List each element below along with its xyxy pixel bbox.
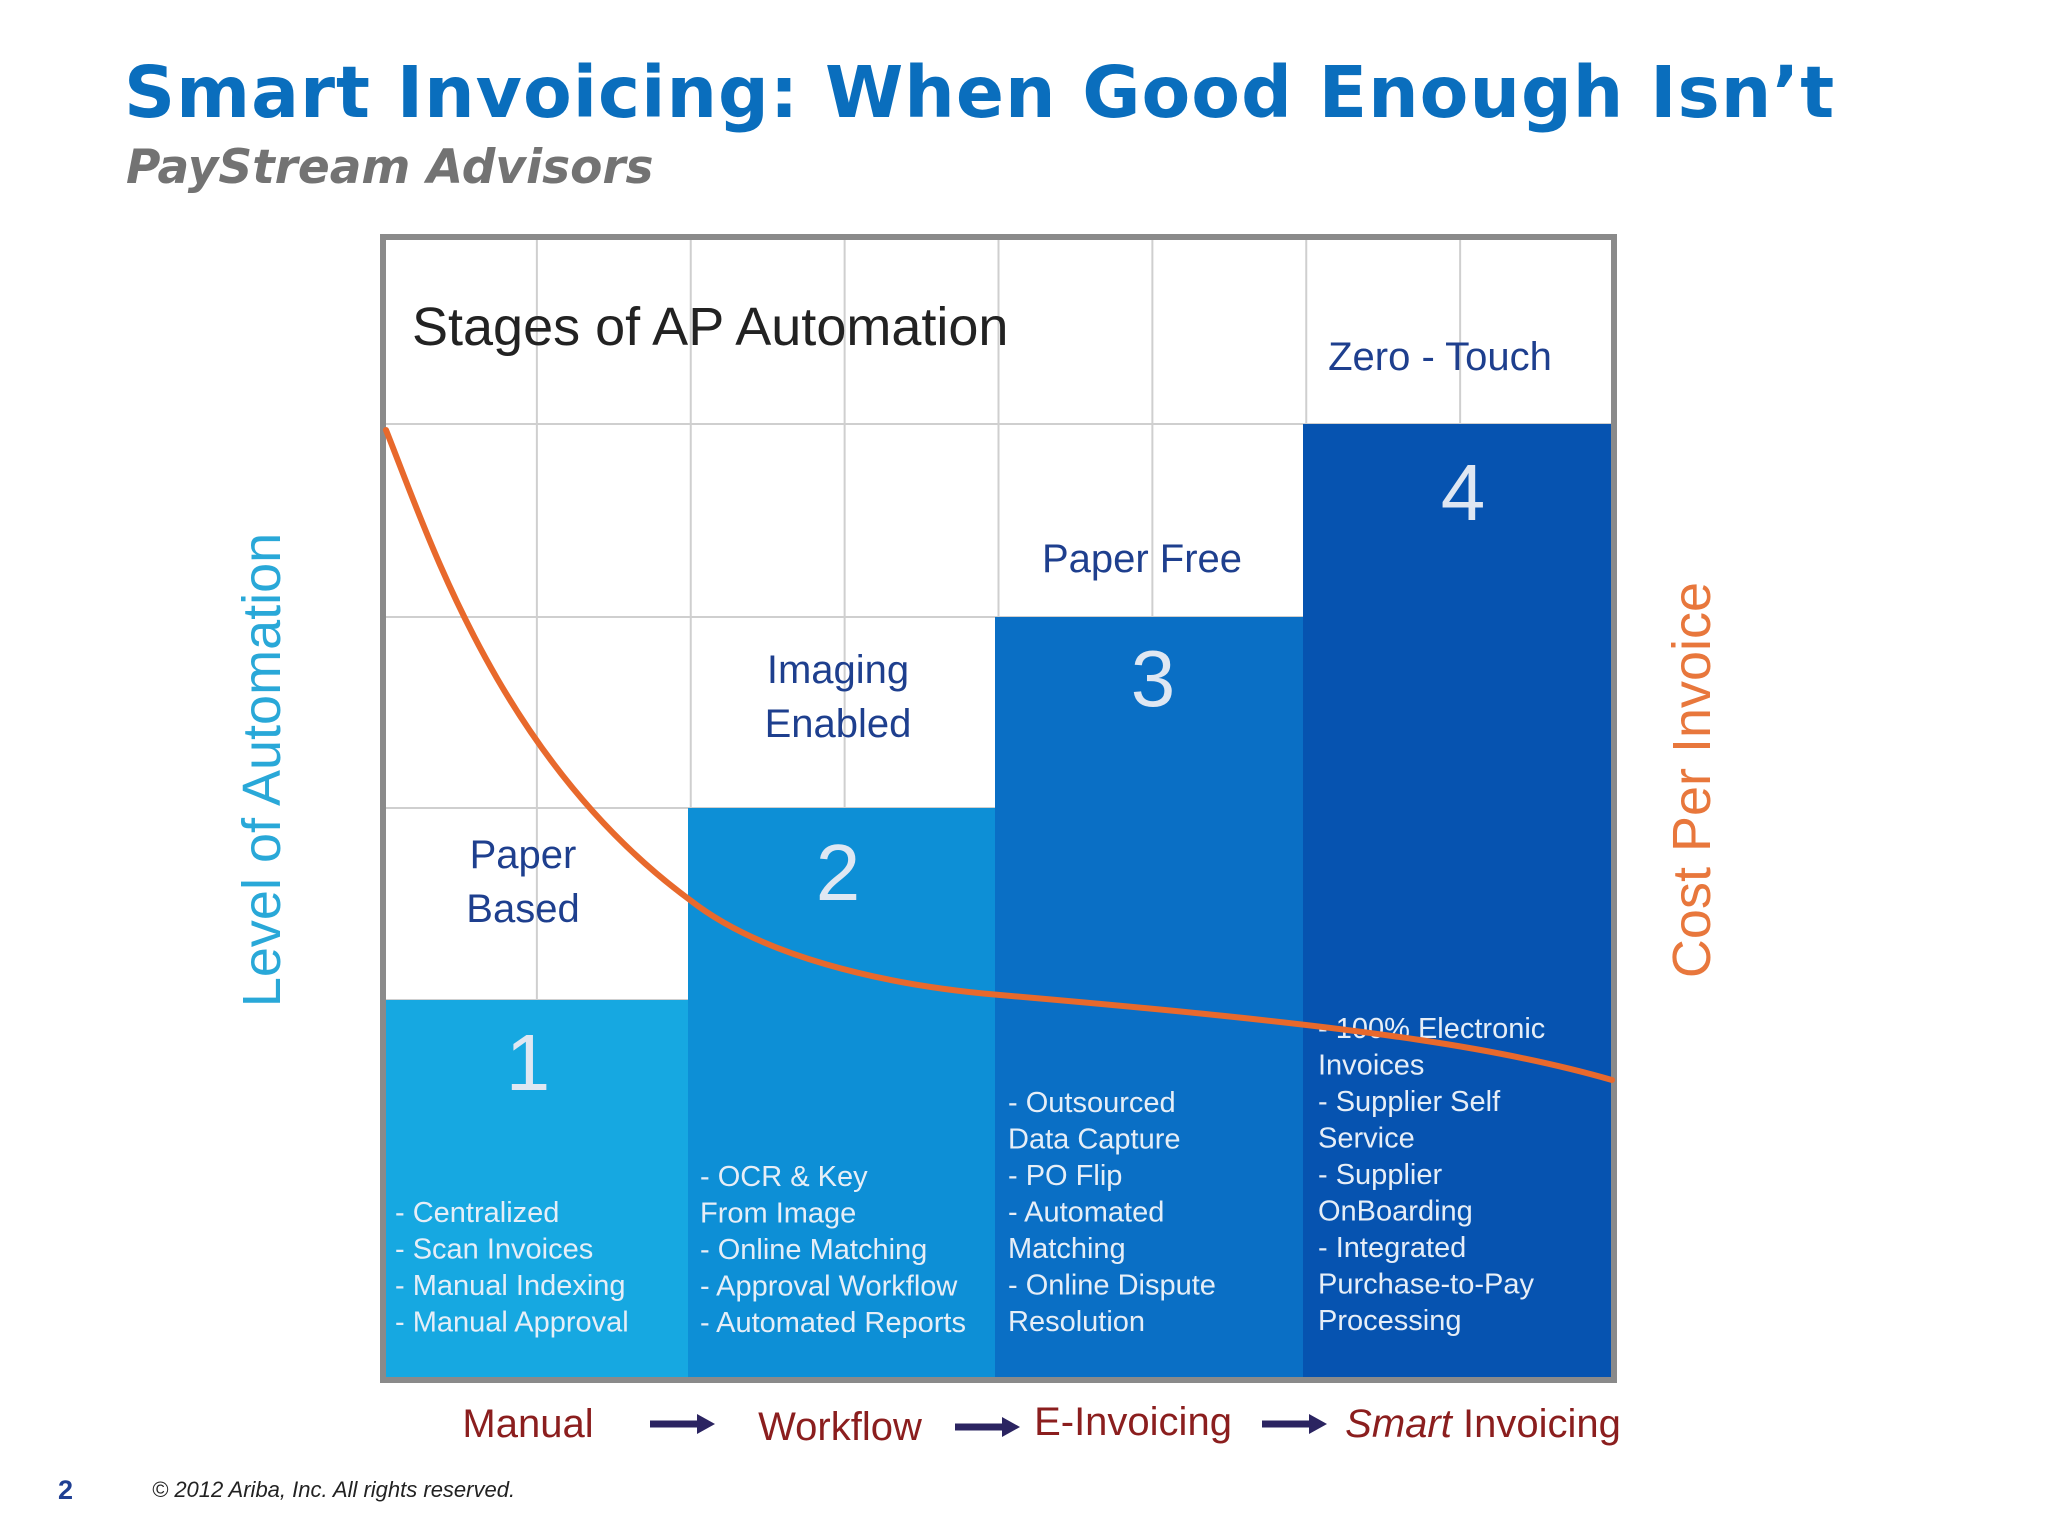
stage-4-bullet: Service [1318,1123,1415,1155]
stage-4-bullet: Invoices [1318,1050,1424,1082]
stage-blocks [383,424,1614,1380]
flow-arrow-icon [650,1414,715,1434]
flow-stage-label: Workflow [758,1405,922,1449]
stage-4-number: 4 [1441,448,1486,537]
stage-labels: 1 Paper Based - Centralized - Scan Invoices -… [395,335,1552,1339]
stage-1-bullet: - Centralized [395,1197,559,1229]
stage-1-number: 1 [506,1018,551,1107]
stage-1-block [383,1000,688,1380]
progression-flow: Manual Workflow E-Invoicing Smart Invoicing [462,1400,1620,1449]
stage-4-bullet: OnBoarding [1318,1196,1473,1228]
stage-3-bullet: Data Capture [1008,1124,1181,1156]
stage-2-name: Imaging [767,648,909,692]
y-axis-label: Level of Automation [232,533,292,1007]
stage-4-bullet: - Supplier Self [1318,1086,1501,1118]
stage-2-number: 2 [816,828,861,917]
diagram-heading: Stages of AP Automation [412,297,1008,357]
flow-stage-label: E-Invoicing [1034,1400,1232,1444]
stage-4-block [1303,424,1614,1380]
stage-2-name: Enabled [765,702,912,746]
stage-1-bullet: - Manual Approval [395,1307,629,1339]
stage-3-bullet: - PO Flip [1008,1160,1122,1192]
stage-3-bullet: Resolution [1008,1306,1145,1338]
stage-1-name: Based [466,887,579,931]
copyright-notice: © 2012 Ariba, Inc. All rights reserved. [152,1477,516,1502]
stage-3-bullet: - Outsourced [1008,1087,1176,1119]
flow-stage-label: Smart Invoicing [1345,1402,1621,1446]
cost-per-invoice-curve [383,427,1615,1083]
stage-1-name: Paper [470,833,577,877]
stage-4-bullet: Processing [1318,1305,1461,1337]
stage-1-bullet: - Scan Invoices [395,1234,593,1266]
stage-4-bullet: Purchase-to-Pay [1318,1269,1534,1301]
stage-1-bullet: - Manual Indexing [395,1270,626,1302]
stage-2-bullet: - Online Matching [700,1234,927,1266]
stage-2-bullet: - OCR & Key [700,1161,868,1193]
stage-3-name: Paper Free [1042,537,1242,581]
stage-2-bullet: - Automated Reports [700,1307,966,1339]
slide-subtitle: PayStream Advisors [126,140,654,195]
stage-2-block [688,808,995,1380]
slide-title: Smart Invoicing: When Good Enough Isn’t [124,51,1836,134]
diagram-border [380,234,1617,1383]
flow-stage-label: Manual [462,1402,593,1446]
stage-3-bullet: - Automated [1008,1197,1164,1229]
page-number: 2 [58,1475,74,1505]
stage-3-bullet: - Online Dispute [1008,1270,1216,1302]
stage-3-bullet: Matching [1008,1233,1126,1265]
right-axis-label: Cost Per Invoice [1662,582,1722,978]
stage-4-bullet: - Integrated [1318,1232,1466,1264]
stage-2-bullet: From Image [700,1198,856,1230]
stage-3-number: 3 [1131,634,1176,723]
stage-2-bullet: - Approval Workflow [700,1271,958,1303]
stage-4-bullet: - Supplier [1318,1159,1442,1191]
flow-arrow-icon [1262,1414,1327,1434]
flow-arrow-icon [955,1417,1020,1437]
stage-4-name: Zero - Touch [1328,335,1552,379]
